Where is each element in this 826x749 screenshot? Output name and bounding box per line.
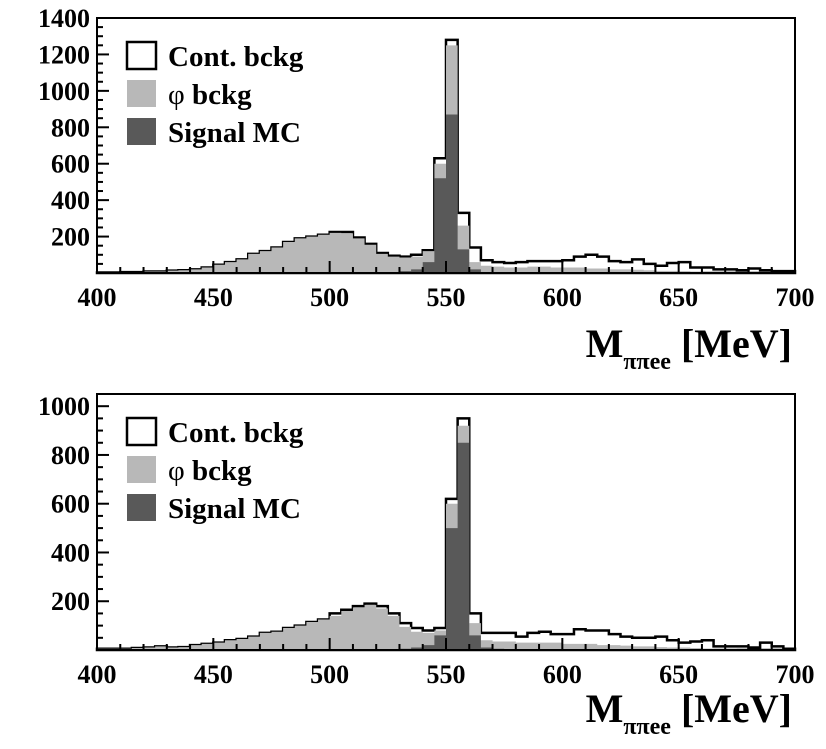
x-tick-label: 600: [543, 283, 582, 312]
x-tick-label: 700: [776, 283, 815, 312]
y-tick-label: 600: [51, 150, 90, 179]
histogram-panel-1: 400 450 500 550 600 650 700 200 400 600 800 1000 120…: [38, 4, 815, 375]
series-signal_mc: [97, 114, 795, 274]
x-axis: 400 450 500 550 600 650 700: [78, 261, 815, 312]
legend-label-text: φ: [168, 455, 185, 487]
histogram-panel-2: 400 450 500 550 600 650 700 200 400 600 800 1000 Con…: [38, 392, 815, 740]
x-tick-label: 500: [310, 283, 349, 312]
legend-swatch-signal_mc: [127, 118, 156, 145]
legend-swatch-cont_bckg: [125, 40, 158, 71]
legend-label: Signal MC: [168, 493, 301, 525]
y-tick-label: 800: [51, 113, 90, 142]
axis-title-main: M: [586, 686, 624, 731]
x-axis: 400 450 500 550 600 650 700: [78, 638, 815, 689]
legend-label: Cont. bckg: [168, 41, 304, 73]
y-tick-label: 1200: [38, 40, 90, 69]
legend-label-text: bckg: [185, 455, 252, 487]
y-tick-label: 1000: [38, 77, 90, 106]
legend-swatch-phi_bckg: [127, 80, 156, 107]
legend-swatch-phi_bckg: [127, 456, 156, 483]
axis-title-main: M: [586, 321, 624, 366]
legend-label: Signal MC: [168, 117, 301, 149]
x-axis-title: Mππee [MeV]: [586, 686, 792, 740]
y-tick-label: 400: [51, 186, 90, 215]
x-tick-label: 550: [427, 660, 466, 689]
legend-label: φ bckg: [168, 455, 252, 487]
legend-label: φ bckg: [168, 79, 252, 111]
y-axis: 200 400 600 800 1000: [38, 392, 109, 639]
y-tick-label: 800: [51, 441, 90, 470]
x-tick-label: 450: [194, 283, 233, 312]
legend-label-text: φ: [168, 79, 185, 111]
y-tick-label: 1000: [38, 392, 90, 421]
x-tick-label: 450: [194, 660, 233, 689]
x-tick-label: 700: [776, 660, 815, 689]
legend-swatch-signal_mc: [127, 494, 156, 521]
series-signal_mc: [97, 442, 795, 650]
legend-label-text: Cont. bckg: [168, 41, 304, 73]
axis-title-subscript: ππee: [623, 714, 671, 740]
legend-label-text: bckg: [185, 79, 252, 111]
y-tick-label: 400: [51, 538, 90, 567]
x-tick-label: 650: [659, 283, 698, 312]
x-tick-label: 550: [427, 283, 466, 312]
x-tick-label: 600: [543, 660, 582, 689]
legend: Cont. bckg φ bckg Signal MC: [125, 416, 304, 525]
y-tick-label: 600: [51, 490, 90, 519]
x-tick-label: 400: [78, 660, 117, 689]
y-tick-label: 200: [51, 223, 90, 252]
y-tick-label: 200: [51, 587, 90, 616]
x-tick-label: 500: [310, 660, 349, 689]
x-tick-label: 400: [78, 283, 117, 312]
x-axis-title: Mππee [MeV]: [586, 321, 792, 375]
legend-label-text: Cont. bckg: [168, 417, 304, 449]
axis-title-unit: [MeV]: [671, 321, 792, 366]
legend: Cont. bckg φ bckg Signal MC: [125, 40, 304, 149]
x-tick-label: 650: [659, 660, 698, 689]
legend-label-text: Signal MC: [168, 117, 301, 149]
y-tick-label: 1400: [38, 4, 90, 33]
legend-label: Cont. bckg: [168, 417, 304, 449]
legend-label-text: Signal MC: [168, 493, 301, 525]
axis-title-subscript: ππee: [623, 349, 671, 375]
legend-swatch-cont_bckg: [125, 416, 158, 447]
y-axis: 200 400 600 800 1000 1200 1400: [38, 4, 109, 265]
axis-title-unit: [MeV]: [671, 686, 792, 731]
